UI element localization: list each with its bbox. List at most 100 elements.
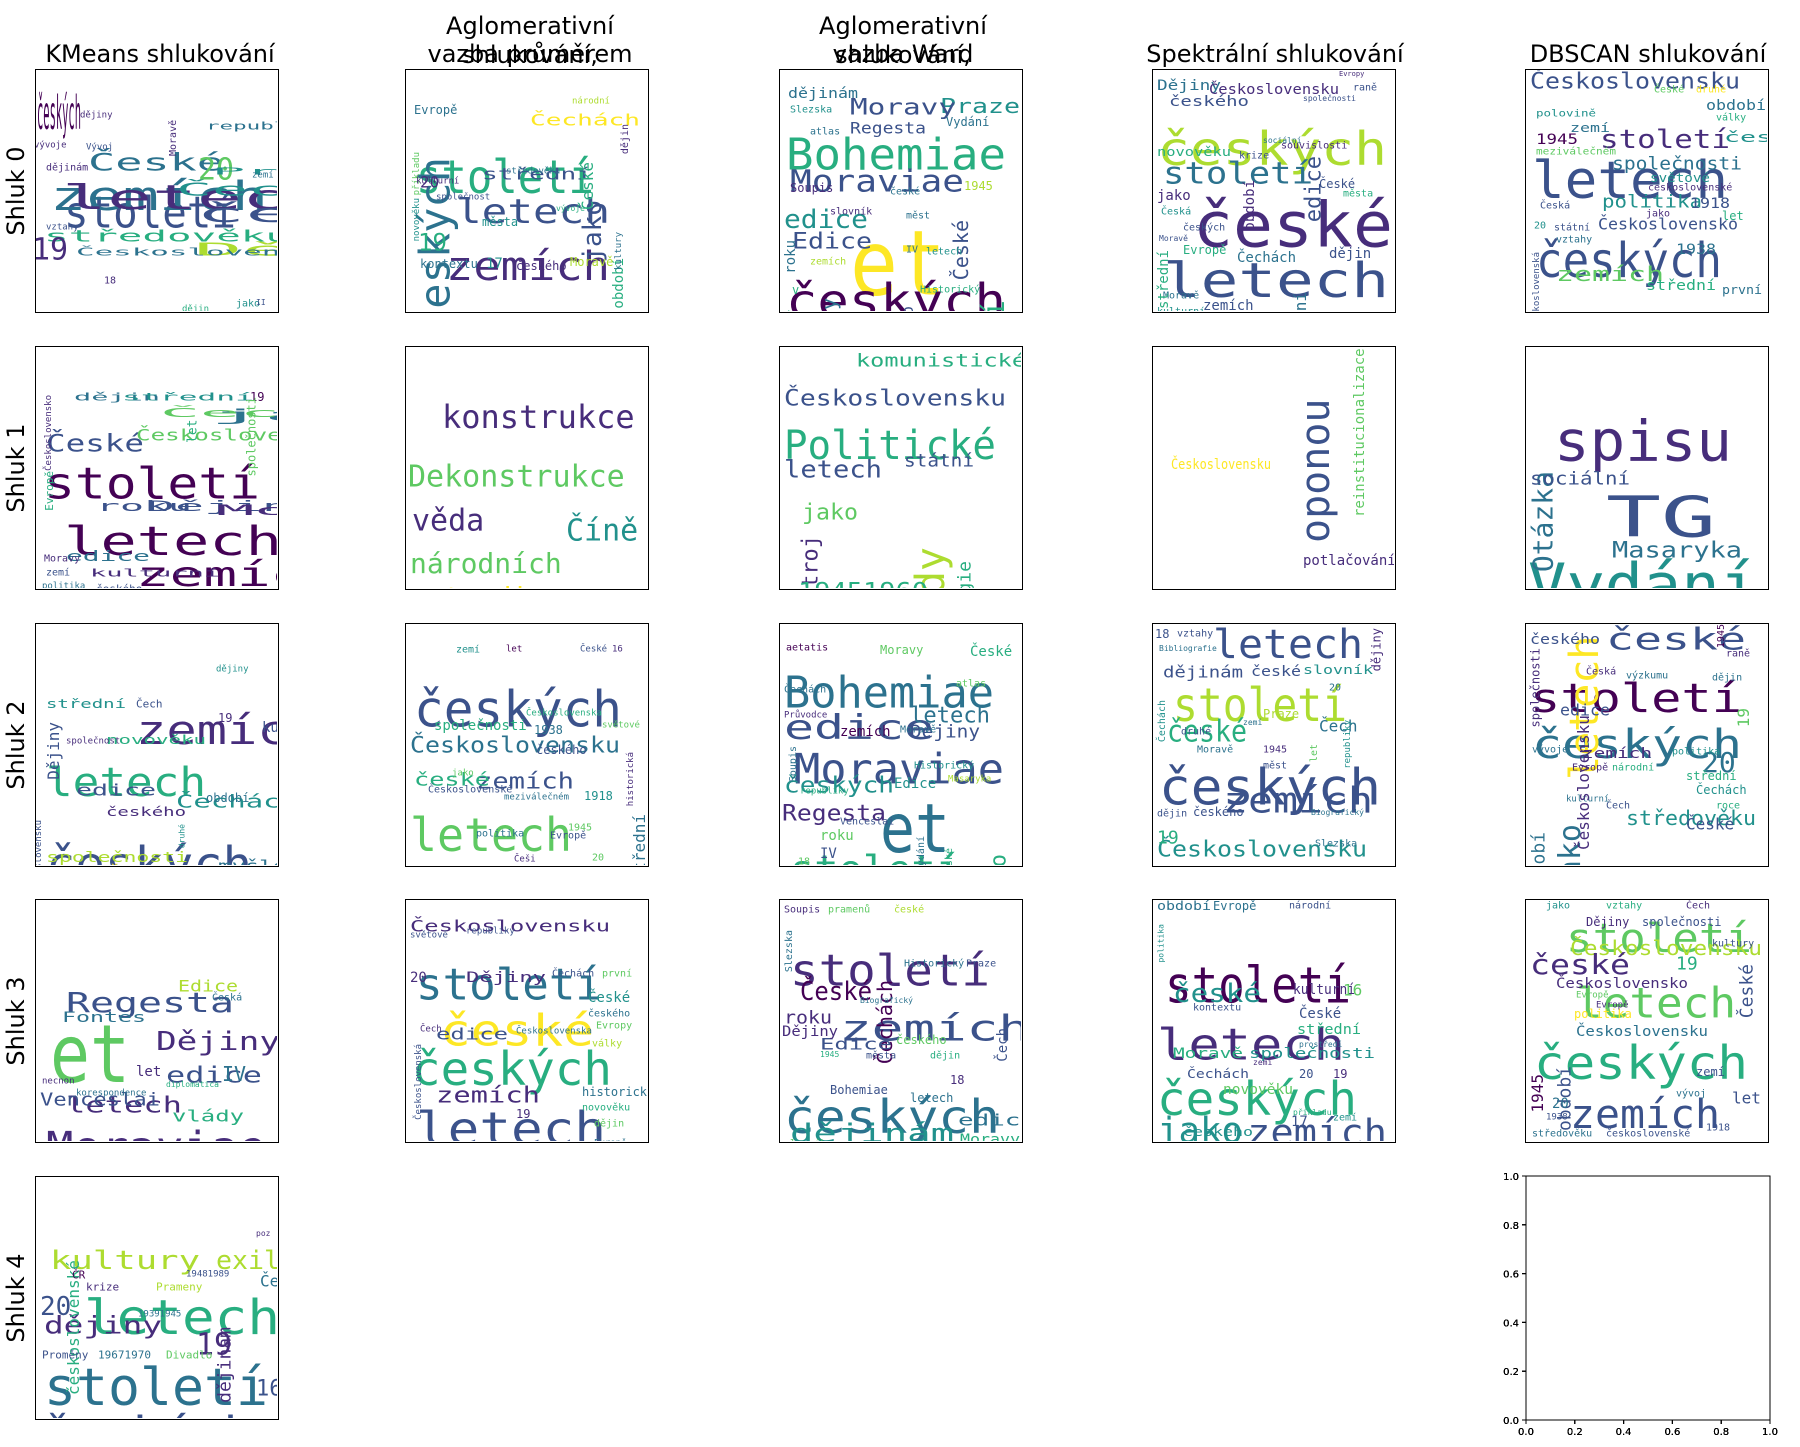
row-label: Shluk 2 <box>1 645 31 845</box>
cloud-word: 20 <box>1299 1067 1313 1081</box>
cloud-word: světové <box>410 930 448 941</box>
cloud-word: slovník <box>830 206 872 218</box>
cloud-word: dějin <box>594 1118 624 1130</box>
cloud-word: České <box>260 1272 277 1291</box>
cloud-word: 16 <box>612 645 623 655</box>
cloud-word: II <box>256 298 266 307</box>
wordcloud: Genetikaželeznouoponoureinstitucionaliza… <box>1153 347 1394 588</box>
cloud-word: 1938 <box>1546 1113 1568 1123</box>
cloud-word: Evropy <box>1339 70 1364 78</box>
cloud-word: dějinám <box>46 162 88 174</box>
cloud-word: 1945 <box>1716 624 1727 648</box>
cloud-word: Čechách <box>552 967 594 980</box>
cloud-word: Masaryka <box>948 775 991 785</box>
cloud-word: 19671970 <box>98 1348 151 1361</box>
cloud-word: 1938 <box>1676 242 1716 258</box>
cloud-word: střední <box>1156 250 1172 309</box>
cloud-word: Historický <box>920 284 980 296</box>
wordcloud: stoletíčeskýchzemíchČeskédějinámČecháchE… <box>780 900 1021 1141</box>
cloud-word: let <box>1309 744 1320 762</box>
cloud-word: společnost <box>436 192 490 203</box>
cloud-word: kulturní <box>416 177 459 187</box>
wordcloud: stoletíčeskýchletechčeskéjakostředověku2… <box>1526 624 1767 865</box>
cloud-word: krize <box>86 1280 119 1293</box>
cloud-word: zemí <box>1696 1065 1725 1079</box>
cloud-word: dějin <box>1157 808 1187 820</box>
cloud-word: 18 <box>1155 627 1169 641</box>
column-title: DBSCAN shlukování <box>1498 40 1798 69</box>
cloud-word: 1945 <box>1263 745 1287 756</box>
cloud-word: Proměny <box>42 1348 89 1361</box>
cloud-word: letech <box>1213 624 1363 668</box>
cloud-word: 20 <box>1329 683 1341 694</box>
cloud-word: České <box>46 427 144 457</box>
cloud-word: společnosti <box>245 397 259 476</box>
cloud-word: Čechách <box>1237 248 1296 266</box>
row-label: Shluk 4 <box>1 1198 31 1398</box>
cloud-word: města <box>482 215 518 229</box>
cloud-word: ČR <box>72 1268 86 1281</box>
cloud-word: politika <box>1672 747 1720 758</box>
cloud-word: potlačování <box>1303 553 1394 569</box>
cloud-word: Evropě <box>43 471 56 511</box>
y-tick-label: 0.0 <box>1503 1416 1519 1427</box>
cloud-word: Evropě <box>50 863 120 865</box>
cloud-word: polovině <box>1536 108 1596 120</box>
cloud-word: národní <box>1612 762 1654 774</box>
cloud-word: roku <box>820 828 854 844</box>
cloud-word: Historický <box>914 760 974 772</box>
cloud-word: Dějiny <box>466 970 546 986</box>
axes-frame <box>1526 1176 1770 1420</box>
cloud-word: krize <box>1239 151 1269 162</box>
cloud-word: století <box>1600 125 1730 155</box>
cloud-word: 19 <box>218 711 232 725</box>
cloud-word: československé <box>1648 182 1732 194</box>
cloud-word: Čech <box>160 405 277 420</box>
cloud-word: dějin <box>182 305 209 311</box>
cloud-word: Venceslai <box>840 817 894 828</box>
cloud-word: Dějiny <box>44 722 63 780</box>
cloud-word: města <box>1343 188 1373 200</box>
cloud-word: IV <box>906 245 918 256</box>
cloud-word: Evropě <box>550 830 586 842</box>
cloud-word: století <box>977 300 1012 311</box>
cloud-word: atlas <box>810 127 840 138</box>
wordcloud: českýchstoletíletechčeskézemíchČeskoslov… <box>406 900 647 1141</box>
cloud-word: prostředí <box>1299 1040 1343 1049</box>
cloud-word: Československu <box>1171 455 1271 473</box>
cloud-word: Čechách <box>1155 700 1168 742</box>
cloud-word: druhé <box>1696 84 1726 96</box>
wordcloud-panel: stoletíletechčeskýchvztahyzemíchdějinyku… <box>35 1176 279 1420</box>
wordcloud: PolitickékomunistickéČeskoslovenskuletec… <box>780 347 1021 588</box>
cloud-word: Moravě <box>570 255 613 269</box>
cloud-word: novověku <box>1223 1082 1293 1098</box>
cloud-word: Soupis <box>790 181 833 195</box>
cloud-word: 18 <box>104 276 116 287</box>
cloud-word: Praze <box>1263 707 1299 721</box>
cloud-word: konstrukce <box>442 398 635 436</box>
x-tick-label: 0.8 <box>1713 1427 1729 1438</box>
cloud-word: Divadlo <box>166 1348 212 1361</box>
cloud-word: dějin <box>1712 672 1742 684</box>
cloud-word: Moravě <box>1197 744 1233 756</box>
cloud-word: České <box>1654 83 1684 96</box>
cloud-word: Soupis <box>788 746 799 782</box>
cloud-word: České <box>1735 964 1757 1018</box>
cloud-word: Moravy <box>960 1132 1020 1141</box>
cloud-word: Československo <box>1556 974 1688 992</box>
cloud-word: edice <box>436 1025 508 1044</box>
cloud-word: 19 <box>516 1107 530 1121</box>
cloud-word: Evropě <box>1213 900 1256 913</box>
y-tick-label: 0.8 <box>1503 1221 1519 1232</box>
cloud-word: příkladu <box>412 152 422 195</box>
cloud-word: světové <box>602 720 640 731</box>
cloud-word: let <box>506 645 522 655</box>
cloud-word: Česká <box>1540 199 1570 212</box>
cloud-word: střední <box>122 390 254 403</box>
cloud-word: českého <box>1183 1125 1253 1139</box>
